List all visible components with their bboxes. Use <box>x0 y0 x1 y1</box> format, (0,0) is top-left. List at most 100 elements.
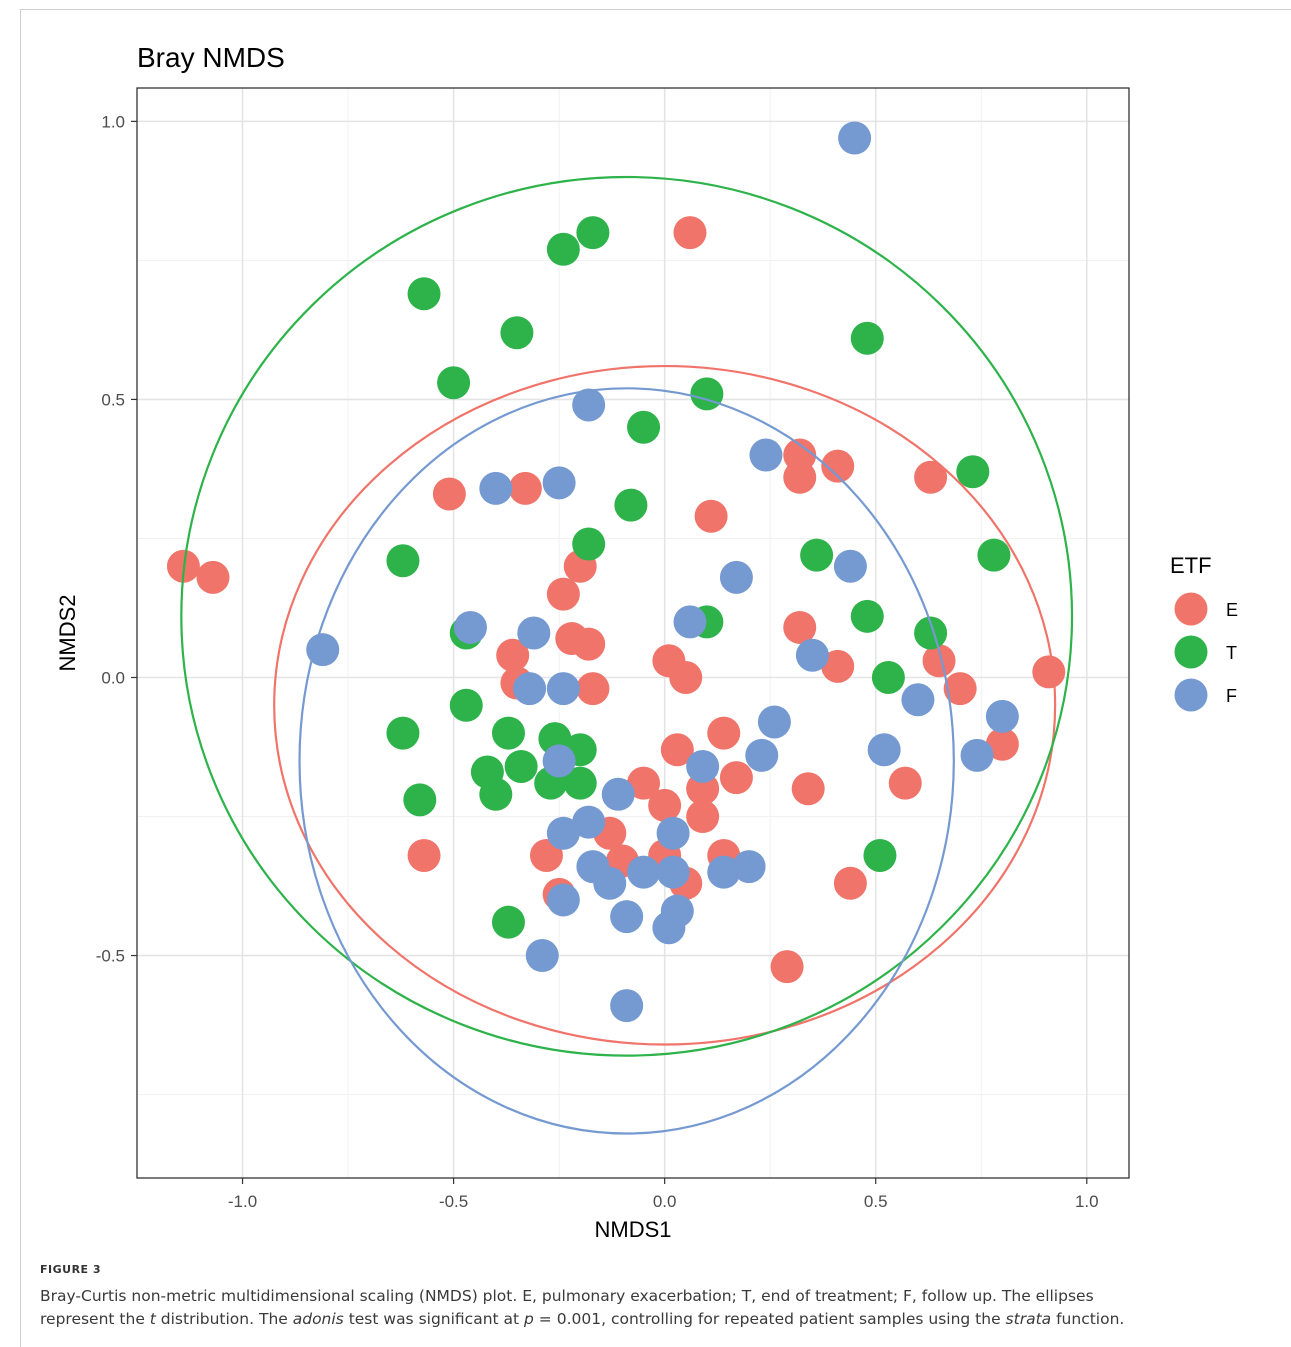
figure-label: FIGURE 3 <box>40 1263 102 1276</box>
data-point-f <box>732 850 766 884</box>
data-point-f <box>453 610 487 644</box>
data-point-t <box>576 216 610 250</box>
data-point-e <box>791 772 825 806</box>
legend-title: ETF <box>1170 553 1212 578</box>
legend-key-f <box>1174 678 1208 712</box>
caption-text: = 0.001, controlling for repeated patien… <box>533 1310 1006 1328</box>
data-point-e <box>496 638 530 672</box>
data-point-f <box>306 633 340 667</box>
data-point-t <box>491 716 525 750</box>
y-tick-label: 0.0 <box>101 668 125 687</box>
data-point-e <box>694 499 728 533</box>
points-layer <box>166 121 1066 1023</box>
data-point-e <box>833 866 867 900</box>
legend-label: F <box>1226 686 1237 706</box>
data-point-e <box>770 950 804 984</box>
y-tick-label: 0.5 <box>101 390 125 409</box>
data-point-f <box>901 683 935 717</box>
data-point-e <box>673 216 707 250</box>
data-point-f <box>656 855 690 889</box>
data-point-f <box>795 638 829 672</box>
data-point-f <box>513 672 547 706</box>
data-point-f <box>652 911 686 945</box>
data-point-t <box>403 783 437 817</box>
caption-italic-p: p <box>524 1310 534 1328</box>
ellipse-e <box>273 364 1057 1046</box>
data-point-f <box>546 672 580 706</box>
x-tick-label: 0.5 <box>864 1192 888 1211</box>
chart-title: Bray NMDS <box>137 42 285 73</box>
data-point-t <box>504 749 538 783</box>
x-tick-label: -1.0 <box>228 1192 257 1211</box>
data-point-t <box>491 905 525 939</box>
legend-label: T <box>1226 643 1237 663</box>
data-point-t <box>850 599 884 633</box>
nmds-chart: Bray NMDS -1.0 -0.5 0.0 0.5 1.0 -0.5 0.0 0.5 1.… <box>55 42 1238 1242</box>
y-tick-label: 1.0 <box>101 112 125 131</box>
data-point-f <box>960 738 994 772</box>
data-point-f <box>572 805 606 839</box>
data-point-e <box>648 788 682 822</box>
data-point-e <box>985 727 1019 761</box>
data-point-e <box>888 766 922 800</box>
data-point-f <box>593 866 627 900</box>
caption-text: function. <box>1051 1310 1125 1328</box>
y-tick-label: -0.5 <box>96 947 125 966</box>
data-point-f <box>542 744 576 778</box>
frame-left-border <box>20 9 21 1347</box>
data-point-e <box>922 644 956 678</box>
data-point-f <box>546 816 580 850</box>
data-point-f <box>749 438 783 472</box>
data-point-e <box>719 761 753 795</box>
data-point-e <box>1032 655 1066 689</box>
data-point-t <box>437 366 471 400</box>
data-point-f <box>610 900 644 934</box>
x-tick-label: 0.0 <box>653 1192 677 1211</box>
data-point-t <box>977 538 1011 572</box>
x-tick-label: 1.0 <box>1075 1192 1099 1211</box>
data-point-f <box>838 121 872 155</box>
legend-label: E <box>1226 600 1238 620</box>
caption-italic-t: t <box>149 1310 156 1328</box>
data-point-f <box>985 699 1019 733</box>
data-point-e <box>660 733 694 767</box>
data-point-e <box>821 649 855 683</box>
data-point-f <box>686 749 720 783</box>
caption-text: distribution. The <box>155 1310 293 1328</box>
data-point-f <box>745 738 779 772</box>
data-point-t <box>386 716 420 750</box>
data-point-e <box>576 672 610 706</box>
frame-top-border <box>20 9 1291 10</box>
data-point-f <box>707 855 741 889</box>
caption-italic-strata: strata <box>1005 1310 1052 1328</box>
data-point-e <box>783 610 817 644</box>
data-point-f <box>627 855 661 889</box>
data-point-f <box>517 616 551 650</box>
legend: ETF ETF <box>1170 553 1238 712</box>
data-point-f <box>833 549 867 583</box>
legend-key-e <box>1174 592 1208 626</box>
data-point-t <box>914 616 948 650</box>
x-tick-label: -0.5 <box>439 1192 468 1211</box>
data-point-f <box>719 560 753 594</box>
data-point-t <box>850 321 884 355</box>
data-point-f <box>601 777 635 811</box>
data-point-t <box>563 766 597 800</box>
legend-key-t <box>1174 635 1208 669</box>
ellipse-layer <box>180 175 1074 1135</box>
data-point-e <box>572 627 606 661</box>
data-point-f <box>656 816 690 850</box>
data-point-e <box>943 672 977 706</box>
data-point-f <box>525 939 559 973</box>
data-point-t <box>572 527 606 561</box>
data-point-f <box>867 733 901 767</box>
ellipse-t <box>180 175 1074 1057</box>
data-point-e <box>407 838 441 872</box>
data-point-f <box>572 388 606 422</box>
data-point-f <box>542 466 576 500</box>
data-point-e <box>821 449 855 483</box>
ellipse-f <box>298 387 955 1135</box>
data-point-e <box>508 471 542 505</box>
y-axis-title: NMDS2 <box>55 594 80 671</box>
data-point-t <box>449 688 483 722</box>
